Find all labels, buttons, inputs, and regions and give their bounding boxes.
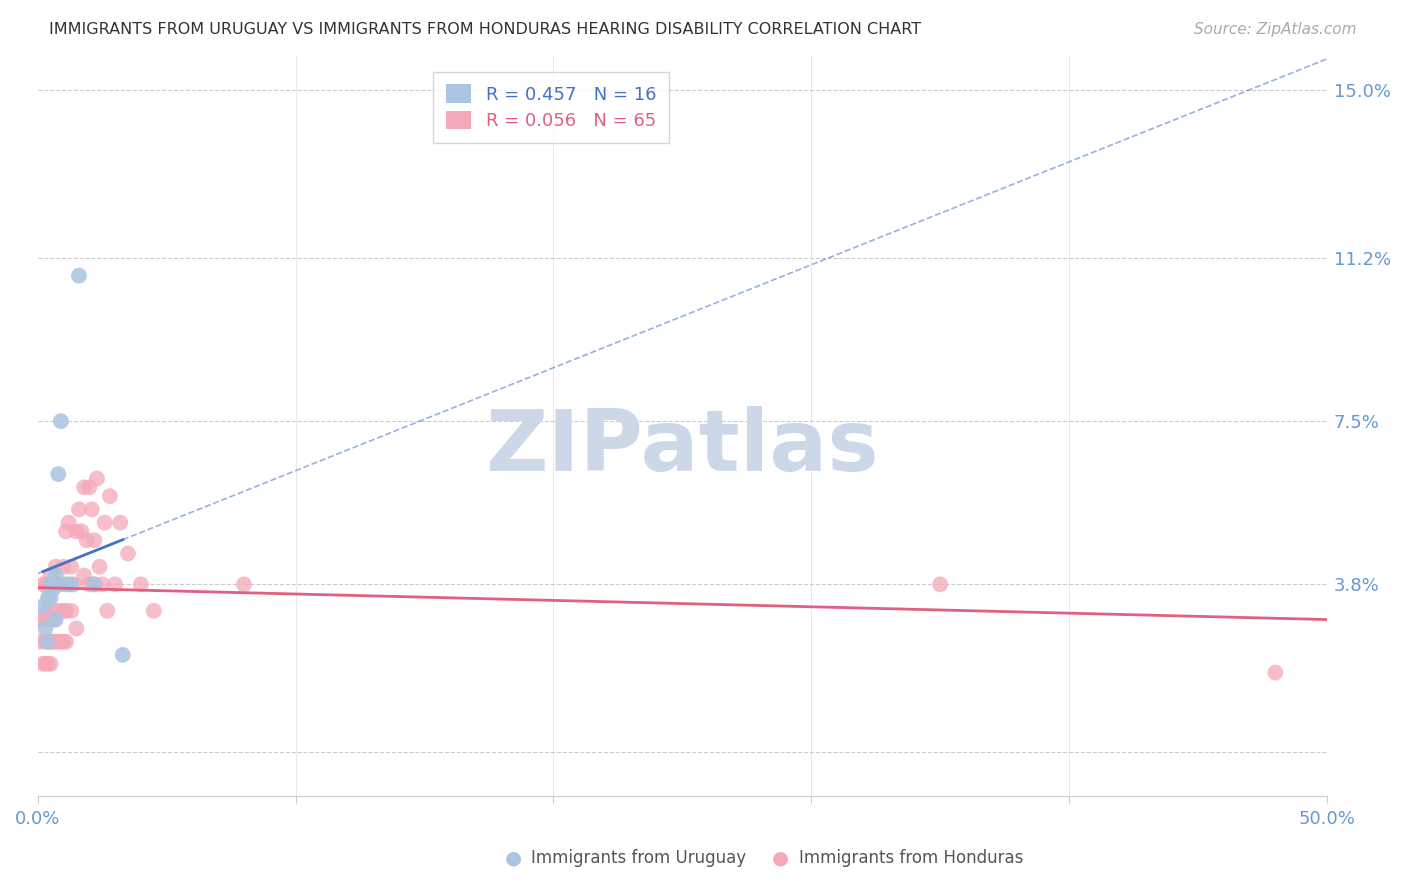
Point bbox=[49, 634, 72, 648]
Point bbox=[62, 577, 84, 591]
Point bbox=[39, 577, 62, 591]
Point bbox=[65, 524, 87, 539]
Point bbox=[46, 467, 69, 482]
Point bbox=[30, 634, 52, 648]
Point bbox=[42, 613, 65, 627]
Point bbox=[55, 634, 77, 648]
Point bbox=[49, 414, 72, 428]
Point bbox=[86, 471, 108, 485]
Point bbox=[46, 634, 69, 648]
Text: Source: ZipAtlas.com: Source: ZipAtlas.com bbox=[1194, 22, 1357, 37]
Point bbox=[39, 657, 62, 671]
Point bbox=[39, 613, 62, 627]
Point bbox=[49, 577, 72, 591]
Point bbox=[55, 604, 77, 618]
Point bbox=[46, 577, 69, 591]
Point bbox=[91, 577, 114, 591]
Point bbox=[83, 533, 105, 548]
Point bbox=[39, 634, 62, 648]
Point bbox=[30, 613, 52, 627]
Point bbox=[111, 648, 134, 662]
Point bbox=[142, 604, 165, 618]
Point bbox=[39, 591, 62, 605]
Point bbox=[37, 634, 59, 648]
Point bbox=[77, 577, 100, 591]
Point bbox=[60, 604, 83, 618]
Point bbox=[31, 577, 53, 591]
Point bbox=[31, 613, 53, 627]
Text: ●: ● bbox=[772, 848, 789, 868]
Point bbox=[46, 604, 69, 618]
Point bbox=[129, 577, 152, 591]
Point bbox=[117, 547, 139, 561]
Text: Immigrants from Uruguay: Immigrants from Uruguay bbox=[531, 849, 747, 867]
Point bbox=[31, 657, 53, 671]
Point bbox=[58, 516, 80, 530]
Point bbox=[65, 622, 87, 636]
Point bbox=[104, 577, 127, 591]
Point bbox=[42, 582, 65, 596]
Point bbox=[34, 657, 56, 671]
Point bbox=[34, 577, 56, 591]
Point bbox=[98, 489, 121, 503]
Point bbox=[108, 516, 131, 530]
Point bbox=[89, 559, 111, 574]
Point bbox=[67, 268, 90, 283]
Point bbox=[42, 577, 65, 591]
Point bbox=[93, 516, 115, 530]
Point bbox=[37, 577, 59, 591]
Point bbox=[60, 559, 83, 574]
Point bbox=[37, 613, 59, 627]
Point bbox=[45, 559, 67, 574]
Point bbox=[34, 622, 56, 636]
Point bbox=[1264, 665, 1286, 680]
Point bbox=[929, 577, 952, 591]
Point bbox=[52, 634, 75, 648]
Point bbox=[60, 577, 83, 591]
Legend: R = 0.457   N = 16, R = 0.056   N = 65: R = 0.457 N = 16, R = 0.056 N = 65 bbox=[433, 71, 669, 143]
Point bbox=[37, 591, 59, 605]
Point bbox=[76, 533, 98, 548]
Point bbox=[96, 604, 118, 618]
Point bbox=[73, 480, 96, 494]
Text: IMMIGRANTS FROM URUGUAY VS IMMIGRANTS FROM HONDURAS HEARING DISABILITY CORRELATI: IMMIGRANTS FROM URUGUAY VS IMMIGRANTS FR… bbox=[49, 22, 921, 37]
Point bbox=[77, 480, 100, 494]
Point bbox=[233, 577, 256, 591]
Point bbox=[83, 577, 105, 591]
Point bbox=[45, 634, 67, 648]
Point bbox=[67, 502, 90, 516]
Point bbox=[42, 634, 65, 648]
Point bbox=[52, 604, 75, 618]
Point bbox=[37, 634, 59, 648]
Point bbox=[83, 577, 105, 591]
Point bbox=[55, 524, 77, 539]
Point bbox=[37, 657, 59, 671]
Point bbox=[31, 599, 53, 614]
Point bbox=[58, 577, 80, 591]
Text: Immigrants from Honduras: Immigrants from Honduras bbox=[799, 849, 1024, 867]
Point bbox=[80, 502, 103, 516]
Point bbox=[39, 568, 62, 582]
Point bbox=[52, 559, 75, 574]
Point bbox=[45, 604, 67, 618]
Text: ZIPatlas: ZIPatlas bbox=[485, 407, 879, 490]
Point bbox=[34, 604, 56, 618]
Point bbox=[55, 577, 77, 591]
Point bbox=[45, 613, 67, 627]
Point bbox=[34, 634, 56, 648]
Point bbox=[73, 568, 96, 582]
Point bbox=[70, 524, 93, 539]
Text: ●: ● bbox=[505, 848, 522, 868]
Point bbox=[45, 568, 67, 582]
